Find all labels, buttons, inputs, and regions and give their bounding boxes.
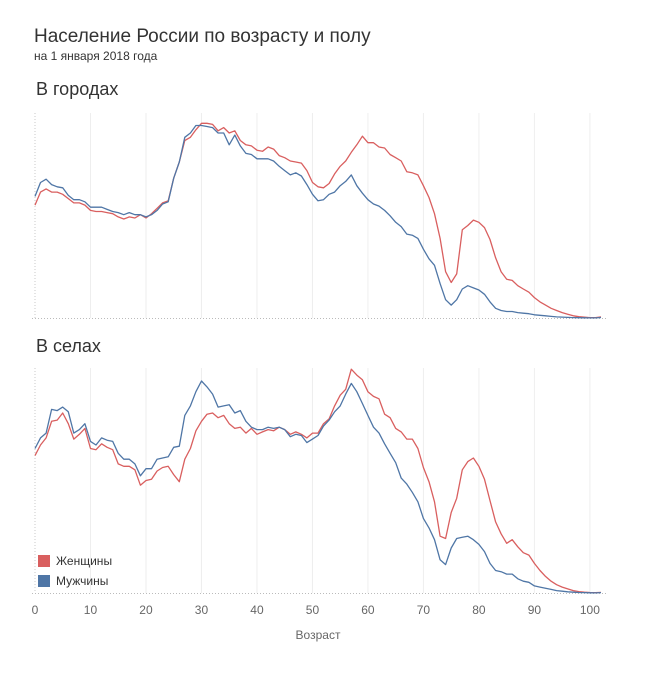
legend-label-women: Женщины — [56, 554, 113, 568]
x-tick-label-30: 30 — [195, 603, 209, 617]
legend-item-men: Мужчины — [38, 571, 112, 591]
legend: Женщины Мужчины — [38, 551, 112, 591]
x-tick-label-80: 80 — [472, 603, 486, 617]
panel-title-villages: В селах — [36, 336, 101, 356]
x-tick-label-60: 60 — [361, 603, 375, 617]
x-tick-label-40: 40 — [250, 603, 264, 617]
legend-swatch-men — [38, 575, 50, 587]
panel-title-cities: В городах — [36, 79, 119, 99]
series-line-men-1 — [34, 380, 602, 594]
series-line-women-0 — [34, 122, 602, 319]
x-tick-label-100: 100 — [580, 603, 600, 617]
legend-label-men: Мужчины — [56, 574, 109, 588]
series-line-women-1 — [34, 368, 602, 594]
chart-subtitle: на 1 января 2018 года — [34, 49, 158, 63]
x-axis-label: Возраст — [296, 628, 341, 642]
x-tick-label-10: 10 — [84, 603, 98, 617]
legend-item-women: Женщины — [38, 551, 112, 571]
x-tick-label-20: 20 — [139, 603, 153, 617]
x-tick-label-0: 0 — [32, 603, 39, 617]
chart-title: Население России по возрасту и полу — [34, 26, 371, 47]
x-tick-label-50: 50 — [306, 603, 320, 617]
x-tick-label-90: 90 — [528, 603, 542, 617]
legend-swatch-women — [38, 555, 50, 567]
x-tick-label-70: 70 — [417, 603, 431, 617]
series-line-men-0 — [34, 124, 602, 319]
